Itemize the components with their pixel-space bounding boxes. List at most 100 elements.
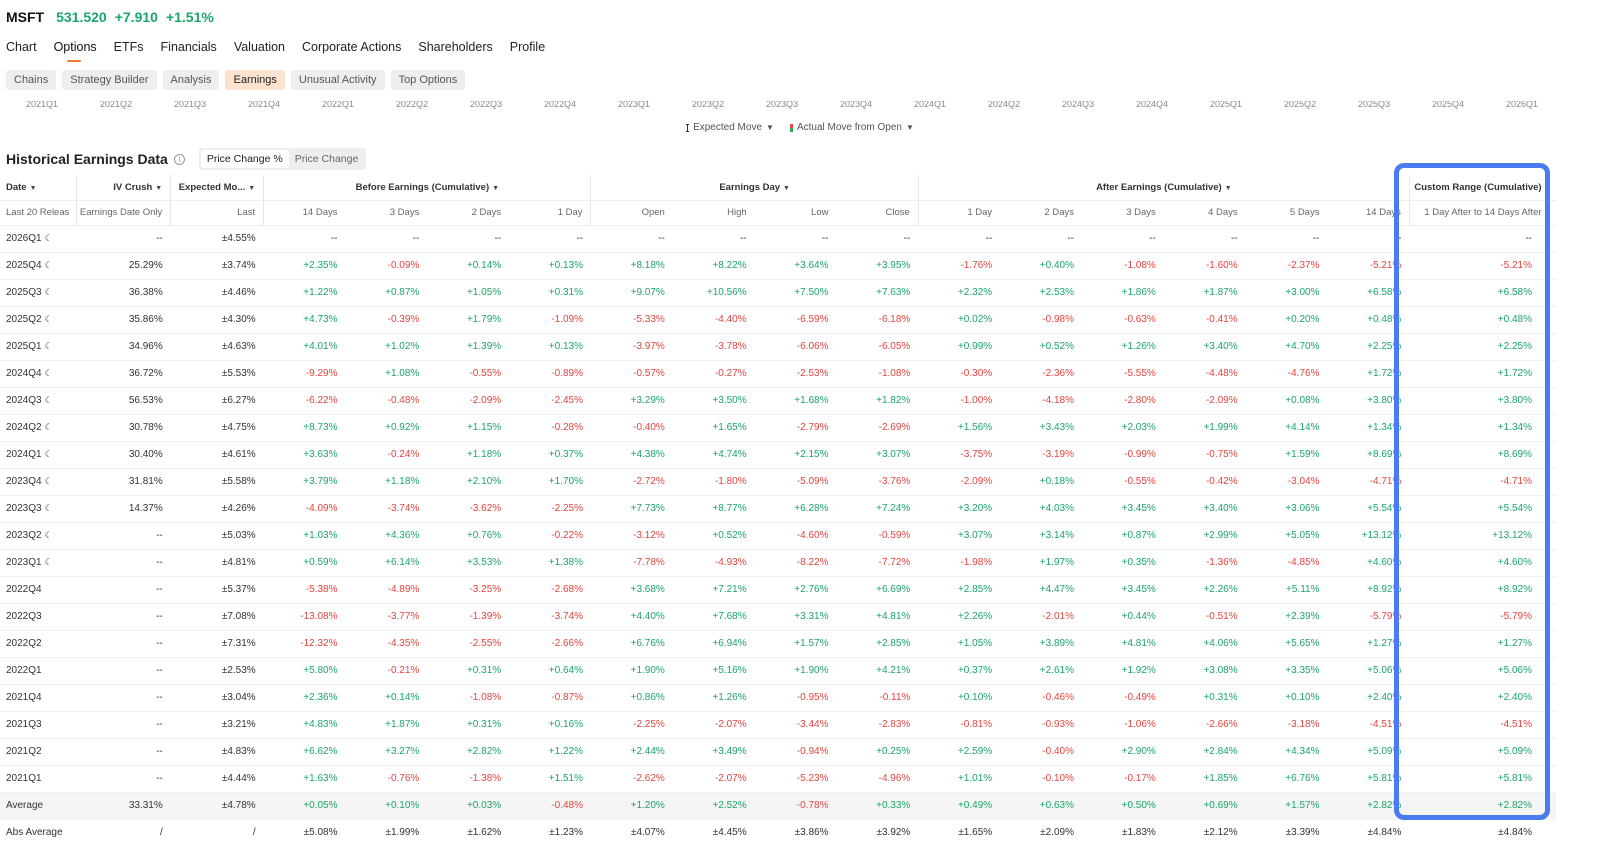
table-cell: -0.98%	[1000, 305, 1082, 333]
subtab-unusual-activity[interactable]: Unusual Activity	[290, 70, 385, 90]
table-cell: -4.60%	[754, 521, 837, 549]
nav-tab-financials[interactable]: Financials	[160, 40, 217, 54]
table-cell: +1.90%	[754, 656, 837, 684]
table-cell: +3.95%	[836, 251, 919, 279]
table-cell: +4.36%	[345, 521, 428, 549]
table-cell: +2.15%	[754, 440, 837, 468]
table-cell: +3.45%	[1081, 494, 1164, 522]
subheader-cell[interactable]: High	[672, 199, 755, 225]
table-cell: +2.25%	[1327, 332, 1410, 360]
subheader-cell[interactable]: 4 Days	[1163, 199, 1246, 225]
table-cell: -0.81%	[918, 710, 1001, 738]
nav-tab-valuation[interactable]: Valuation	[233, 40, 286, 54]
table-cell: -0.10%	[1000, 764, 1082, 792]
subheader-cell[interactable]: 1 Day	[918, 199, 1001, 225]
table-cell: ±4.44%	[170, 764, 264, 792]
group-custom-range[interactable]: Custom Range (Cumulative) ▼	[1414, 181, 1552, 193]
legend-actual-move[interactable]: Actual Move from Open ▼	[789, 122, 914, 133]
col-iv-crush[interactable]: IV Crush ▼	[76, 175, 172, 200]
subheader-cell[interactable]: 5 Days	[1245, 199, 1328, 225]
nav-tab-options[interactable]: Options	[54, 38, 97, 62]
table-cell: +2.36%	[263, 683, 346, 711]
table-cell: +9.07%	[590, 278, 673, 306]
info-icon[interactable]: i	[173, 153, 185, 165]
table-cell: ±3.74%	[170, 251, 264, 279]
table-cell: +4.40%	[590, 602, 673, 630]
axis-tick-label: 2024Q4	[1135, 101, 1169, 109]
table-cell: -0.24%	[345, 440, 428, 468]
col-date[interactable]: Date ▼	[0, 175, 78, 200]
table-cell: +2.61%	[1000, 656, 1082, 684]
subheader-cell[interactable]: Last	[170, 199, 265, 225]
after-close-moon-icon: ☾	[44, 476, 53, 486]
table-cell: 36.72%	[76, 359, 171, 387]
table-cell: +2.90%	[1081, 737, 1164, 765]
nav-tab-etfs[interactable]: ETFs	[113, 40, 144, 54]
table-cell: +4.81%	[1081, 629, 1164, 657]
table-cell: -0.89%	[509, 359, 591, 387]
subheader-cell[interactable]: 14 Days	[263, 199, 346, 225]
subheader-cell[interactable]: Last 20 Releas	[0, 199, 78, 225]
table-cell: -5.55%	[1081, 359, 1164, 387]
table-cell: ±4.45%	[672, 818, 755, 846]
nav-tab-chart[interactable]: Chart	[6, 40, 37, 54]
after-close-moon-icon: ☾	[44, 287, 53, 297]
table-cell: ±5.08%	[263, 818, 346, 846]
table-cell: +3.50%	[672, 386, 755, 414]
group-earnings-day[interactable]: Earnings Day ▼	[590, 175, 919, 200]
table-cell: -7.72%	[836, 548, 919, 576]
subheader-cell[interactable]: 2 Days	[1000, 199, 1082, 225]
nav-tab-profile[interactable]: Profile	[509, 40, 546, 54]
subtab-earnings[interactable]: Earnings	[225, 70, 285, 90]
subheader-cell[interactable]: Low	[754, 199, 837, 225]
nav-tab-shareholders[interactable]: Shareholders	[418, 40, 493, 54]
toggle-price-change-pct[interactable]: Price Change %	[200, 150, 289, 168]
group-after-earnings[interactable]: After Earnings (Cumulative) ▼	[918, 175, 1410, 200]
table-cell: -4.85%	[1245, 548, 1328, 576]
toggle-price-change[interactable]: Price Change	[294, 153, 359, 165]
table-cell: -4.51%	[1409, 710, 1556, 738]
table-cell: +3.31%	[754, 602, 837, 630]
table-cell: +2.82%	[427, 737, 510, 765]
table-cell: +3.06%	[1245, 494, 1328, 522]
subheader-cell[interactable]: 2 Days	[427, 199, 510, 225]
section-title: Historical Earnings Data	[6, 151, 168, 167]
table-cell: --	[1000, 224, 1082, 252]
table-cell: +4.21%	[836, 656, 919, 684]
subheader-cell[interactable]: Earnings Date Only	[76, 199, 172, 225]
table-cell: +5.16%	[672, 656, 755, 684]
table-cell: -0.48%	[509, 791, 591, 819]
subheader-cell[interactable]: Open	[590, 199, 673, 225]
table-cell: +3.64%	[754, 251, 837, 279]
table-cell: +0.37%	[509, 440, 591, 468]
table-cell: +0.50%	[1081, 791, 1164, 819]
axis-tick-label: 2023Q2	[691, 101, 725, 109]
subheader-cell[interactable]: 14 Days	[1327, 199, 1410, 225]
table-cell: +0.33%	[836, 791, 919, 819]
table-cell: +5.81%	[1409, 764, 1556, 792]
subtab-top-options[interactable]: Top Options	[390, 70, 466, 90]
col-expected-move[interactable]: Expected Mo... ▼	[170, 175, 265, 200]
table-cell: -2.80%	[1081, 386, 1164, 414]
subtab-chains[interactable]: Chains	[6, 70, 57, 90]
subtab-analysis[interactable]: Analysis	[162, 70, 220, 90]
table-cell: -3.78%	[672, 332, 755, 360]
legend-expected-move[interactable]: Expected Move ▼	[686, 122, 774, 133]
nav-tab-corporate-actions[interactable]: Corporate Actions	[302, 40, 402, 54]
axis-tick-label: 2023Q1	[617, 101, 651, 109]
group-before-earnings[interactable]: Before Earnings (Cumulative) ▼	[263, 175, 592, 200]
subheader-cell[interactable]: Close	[836, 199, 919, 225]
subheader-cell[interactable]: 1 Day	[509, 199, 592, 225]
table-cell: +0.10%	[345, 791, 428, 819]
table-cell: +0.87%	[1081, 521, 1164, 549]
subtab-strategy-builder[interactable]: Strategy Builder	[62, 70, 157, 90]
subheader-cell[interactable]: 1 Day After to 14 Days After	[1409, 199, 1556, 225]
after-close-moon-icon: ☾	[44, 503, 53, 513]
table-cell: -8.22%	[754, 548, 837, 576]
subheader-cell[interactable]: 3 Days	[345, 199, 428, 225]
table-cell: +4.01%	[263, 332, 346, 360]
table-cell: -0.75%	[1163, 440, 1246, 468]
table-cell: -0.46%	[1000, 683, 1082, 711]
caret-down-icon: ▼	[1224, 184, 1232, 192]
subheader-cell[interactable]: 3 Days	[1081, 199, 1164, 225]
